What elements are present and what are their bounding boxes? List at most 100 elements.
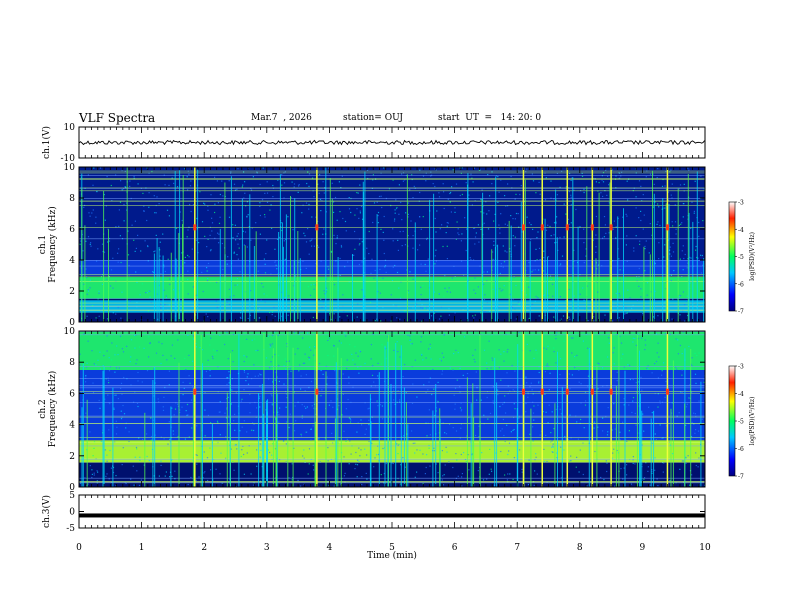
noise-speckle [355,352,357,354]
noise-speckle [552,443,554,445]
noise-speckle [256,449,258,451]
noise-speckle [287,368,289,370]
noise-speckle [188,226,190,228]
noise-speckle [271,314,273,316]
noise-speckle [622,421,624,423]
noise-speckle [635,382,637,384]
noise-speckle [425,391,427,393]
noise-speckle [698,235,700,237]
noise-speckle [426,237,428,239]
noise-speckle [134,347,136,349]
noise-speckle [670,194,672,196]
noise-speckle [398,443,400,445]
noise-speckle [654,367,656,369]
noise-speckle [407,235,409,237]
noise-speckle [614,178,617,180]
noise-speckle [253,429,255,432]
noise-speckle [551,440,553,442]
noise-speckle [528,317,530,320]
noise-speckle [656,177,658,179]
noise-speckle [83,333,85,335]
noise-speckle [243,473,245,475]
noise-speckle [162,233,164,235]
noise-speckle [604,224,606,226]
noise-speckle [509,250,511,253]
noise-speckle [443,356,445,358]
noise-speckle [497,389,499,391]
noise-speckle [460,427,462,429]
noise-speckle [667,191,670,193]
noise-speckle [583,188,585,190]
noise-speckle [641,290,643,292]
noise-speckle [103,194,105,196]
noise-speckle [514,308,516,310]
noise-speckle [219,473,221,475]
noise-speckle [553,316,555,318]
noise-speckle [551,446,553,448]
noise-speckle [286,343,288,345]
noise-speckle [471,204,473,206]
noise-speckle [391,391,393,393]
noise-speckle [308,173,311,175]
noise-speckle [255,350,257,352]
noise-speckle [417,249,419,251]
noise-speckle [227,256,229,258]
noise-speckle [689,256,691,258]
noise-speckle [93,474,95,476]
noise-speckle [271,454,273,456]
noise-speckle [84,477,86,479]
noise-speckle [593,320,595,322]
noise-speckle [123,413,126,415]
noise-speckle [210,249,212,251]
noise-speckle [190,210,192,213]
noise-speckle [104,219,106,221]
noise-speckle [605,232,607,234]
noise-speckle [242,445,244,447]
noise-speckle [115,174,117,176]
noise-speckle [405,391,407,394]
noise-speckle [483,349,486,351]
noise-speckle [321,306,323,308]
noise-speckle [133,177,135,179]
y-axis-label-group: ch.3(V) [41,495,52,528]
noise-speckle [271,395,273,397]
noise-speckle [438,318,441,320]
noise-speckle [413,185,415,187]
noise-speckle [283,440,285,442]
noise-speckle [85,268,87,270]
noise-speckle [472,181,474,183]
noise-speckle [420,336,423,338]
noise-speckle [317,183,319,185]
noise-speckle [429,377,431,379]
noise-speckle [269,346,271,348]
noise-speckle [211,230,213,232]
noise-speckle [320,260,322,262]
noise-speckle [219,334,221,336]
noise-speckle [647,470,649,472]
noise-speckle [79,353,81,355]
noise-speckle [421,320,423,322]
noise-speckle [381,418,384,420]
noise-speckle [548,389,550,391]
noise-speckle [564,417,566,419]
noise-speckle [633,247,635,249]
noise-speckle [187,293,189,295]
noise-speckle [561,413,563,415]
noise-speckle [308,359,310,361]
noise-speckle [345,408,347,410]
noise-speckle [151,170,153,173]
noise-speckle [292,229,294,231]
noise-speckle [518,331,520,334]
noise-speckle [340,483,342,485]
noise-speckle [377,405,379,407]
noise-speckle [359,212,361,214]
noise-speckle [552,446,554,448]
noise-speckle [143,210,145,212]
spectral-band [79,260,705,276]
noise-speckle [289,413,291,415]
noise-speckle [270,361,272,363]
noise-speckle [304,353,306,355]
noise-speckle [259,443,261,445]
noise-speckle [206,246,208,248]
noise-speckle [302,362,304,364]
